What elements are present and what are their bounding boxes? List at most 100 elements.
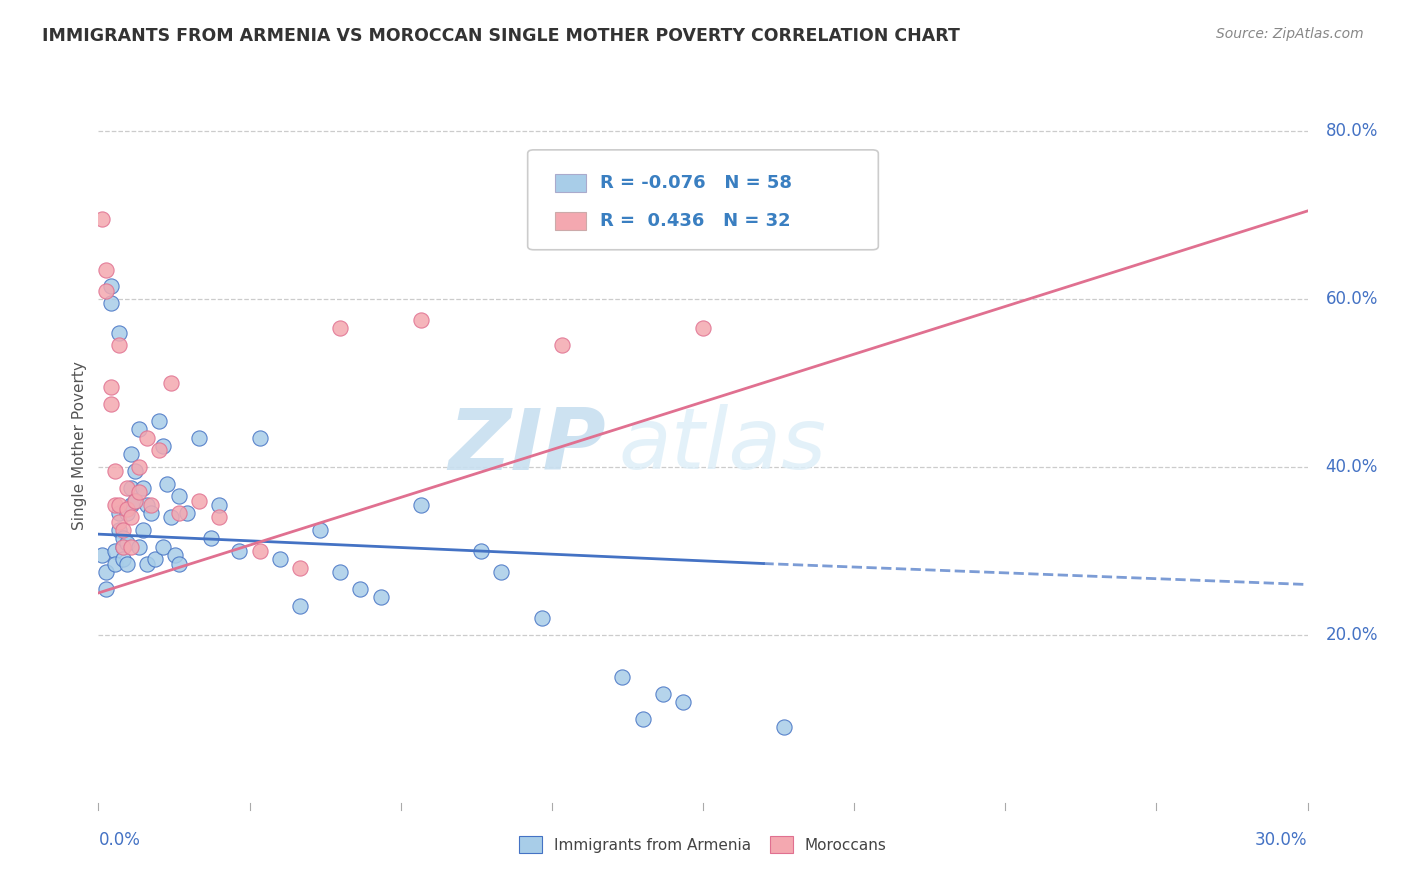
Point: [115, 535, 138, 549]
Text: 80.0%: 80.0%: [1326, 122, 1378, 140]
Point: [200, 532, 222, 546]
Point: [370, 590, 392, 604]
Point: [176, 506, 198, 520]
Point: [120, 481, 142, 495]
Point: [107, 506, 129, 520]
Point: [100, 380, 122, 394]
Point: [100, 279, 122, 293]
Point: [139, 506, 162, 520]
Point: [143, 552, 166, 566]
Point: [96, 582, 118, 596]
Point: [329, 565, 352, 579]
Point: [148, 414, 170, 428]
Point: [96, 284, 118, 298]
Point: [651, 687, 673, 701]
Point: [91, 212, 114, 227]
Point: [124, 493, 146, 508]
Point: [612, 670, 634, 684]
Point: [115, 506, 138, 520]
Point: [139, 498, 162, 512]
Point: [470, 544, 492, 558]
Point: [115, 481, 138, 495]
Point: [167, 489, 190, 503]
Point: [409, 498, 432, 512]
Point: [107, 326, 129, 340]
Point: [631, 712, 654, 726]
Point: [115, 502, 138, 516]
Point: [103, 557, 125, 571]
Y-axis label: Single Mother Poverty: Single Mother Poverty: [72, 361, 87, 531]
Text: ZIP: ZIP: [449, 404, 606, 488]
Text: 20.0%: 20.0%: [1326, 626, 1378, 644]
Point: [228, 544, 250, 558]
Point: [188, 493, 211, 508]
Point: [128, 460, 150, 475]
Point: [111, 523, 134, 537]
Point: [120, 540, 142, 554]
Point: [249, 544, 271, 558]
Point: [96, 262, 118, 277]
Point: [111, 540, 134, 554]
Point: [672, 695, 695, 709]
Point: [163, 548, 186, 562]
FancyBboxPatch shape: [555, 175, 586, 193]
Point: [132, 481, 155, 495]
Text: R =  0.436   N = 32: R = 0.436 N = 32: [600, 212, 790, 230]
Point: [128, 540, 150, 554]
Point: [103, 464, 125, 478]
FancyBboxPatch shape: [555, 212, 586, 230]
Point: [91, 548, 114, 562]
Point: [124, 464, 146, 478]
Text: IMMIGRANTS FROM ARMENIA VS MOROCCAN SINGLE MOTHER POVERTY CORRELATION CHART: IMMIGRANTS FROM ARMENIA VS MOROCCAN SING…: [42, 27, 960, 45]
Point: [160, 510, 183, 524]
Point: [135, 557, 157, 571]
Point: [249, 431, 271, 445]
Point: [100, 296, 122, 310]
Point: [309, 523, 332, 537]
Point: [167, 557, 190, 571]
Point: [208, 510, 231, 524]
Point: [107, 523, 129, 537]
Point: [269, 552, 291, 566]
Point: [120, 447, 142, 461]
Point: [551, 338, 574, 352]
Point: [107, 498, 129, 512]
Point: [128, 422, 150, 436]
Point: [111, 552, 134, 566]
Point: [152, 439, 174, 453]
Point: [148, 443, 170, 458]
Point: [349, 582, 371, 596]
Text: 0.0%: 0.0%: [98, 831, 141, 849]
Point: [135, 498, 157, 512]
Point: [111, 540, 134, 554]
Point: [103, 498, 125, 512]
Point: [288, 560, 311, 574]
Point: [329, 321, 352, 335]
Text: Source: ZipAtlas.com: Source: ZipAtlas.com: [1216, 27, 1364, 41]
Point: [692, 321, 714, 335]
Point: [107, 515, 129, 529]
Point: [152, 540, 174, 554]
Text: 30.0%: 30.0%: [1256, 831, 1308, 849]
Legend: Immigrants from Armenia, Moroccans: Immigrants from Armenia, Moroccans: [513, 830, 893, 859]
Text: 40.0%: 40.0%: [1326, 458, 1378, 476]
Point: [111, 532, 134, 546]
Point: [772, 720, 794, 734]
Text: 60.0%: 60.0%: [1326, 290, 1378, 308]
Text: atlas: atlas: [619, 404, 827, 488]
Point: [491, 565, 513, 579]
Point: [115, 557, 138, 571]
Point: [409, 313, 432, 327]
Point: [132, 523, 155, 537]
Point: [103, 544, 125, 558]
Point: [107, 338, 129, 352]
Point: [530, 611, 553, 625]
Point: [100, 397, 122, 411]
Point: [188, 431, 211, 445]
Text: R = -0.076   N = 58: R = -0.076 N = 58: [600, 175, 792, 193]
Point: [167, 506, 190, 520]
Point: [288, 599, 311, 613]
Point: [160, 376, 183, 390]
Point: [120, 498, 142, 512]
Point: [128, 485, 150, 500]
